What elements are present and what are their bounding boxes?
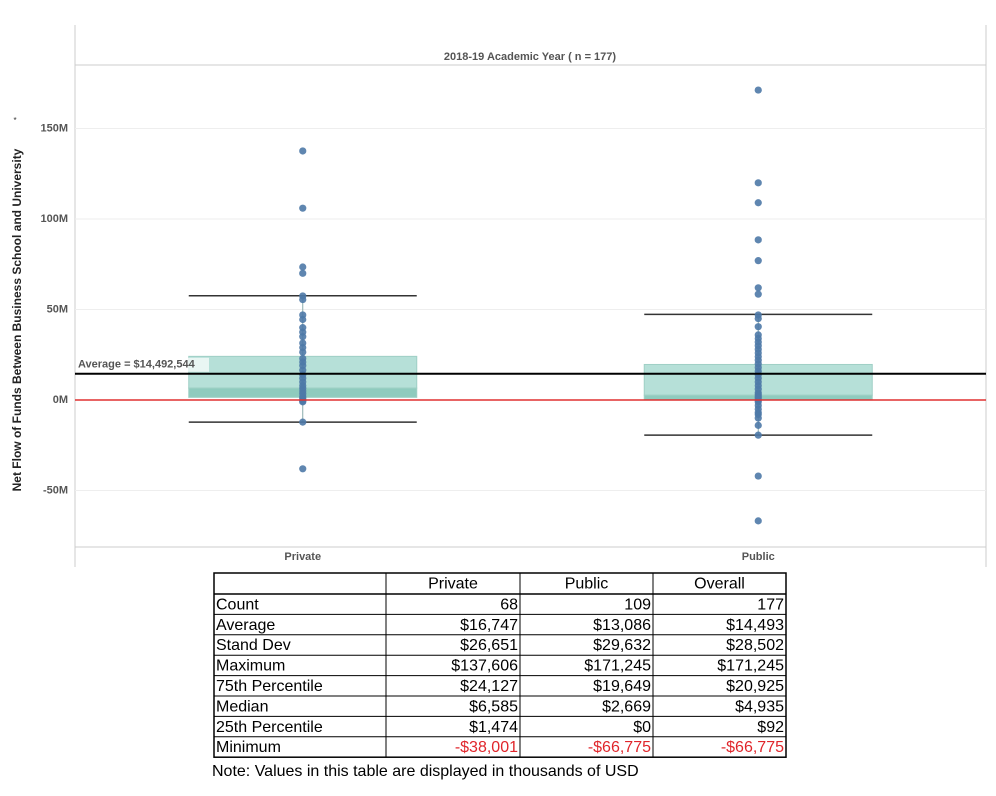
- table-cell: $28,502: [726, 637, 784, 654]
- table-row-label: Maximum: [216, 658, 285, 675]
- table-cell: 109: [624, 596, 651, 613]
- table-cell: $171,245: [717, 658, 784, 675]
- y-tick-label: 0M: [53, 394, 68, 406]
- point: [754, 290, 762, 298]
- point: [299, 333, 307, 341]
- table-cell: $16,747: [460, 617, 518, 634]
- average-label: Average = $14,492,544: [78, 359, 196, 371]
- table-cell: -$66,775: [588, 739, 651, 756]
- table-cell: $20,925: [726, 678, 784, 695]
- table-cell: -$66,775: [721, 739, 784, 756]
- table-cell: 177: [757, 596, 784, 613]
- y-note: *: [13, 116, 16, 125]
- table-header: Public: [565, 576, 609, 593]
- table-cell: $137,606: [451, 658, 518, 675]
- table-cell: $13,086: [593, 617, 651, 634]
- table-cell: $6,585: [469, 698, 518, 715]
- y-tick-label: 50M: [47, 303, 68, 315]
- point: [754, 414, 762, 422]
- table-cell: $24,127: [460, 678, 518, 695]
- table-cell: $26,651: [460, 637, 518, 654]
- table-cell: $1,474: [469, 719, 518, 736]
- y-axis-label: Net Flow of Funds Between Business Schoo…: [10, 148, 24, 491]
- table-cell: $92: [757, 719, 784, 736]
- table-cell: -$38,001: [455, 739, 518, 756]
- table-row-label: 75th Percentile: [216, 678, 323, 695]
- point: [299, 204, 307, 212]
- point: [299, 348, 307, 356]
- table-cell: $4,935: [735, 698, 784, 715]
- table-cell: 68: [500, 596, 518, 613]
- table-row-label: Median: [216, 698, 268, 715]
- point: [754, 323, 762, 331]
- table-cell: $0: [633, 719, 651, 736]
- table-cell: $19,649: [593, 678, 651, 695]
- point: [754, 199, 762, 207]
- point: [754, 421, 762, 429]
- y-tick-label: 100M: [40, 213, 68, 225]
- point: [754, 517, 762, 525]
- chart-title: 2018-19 Academic Year ( n = 177): [444, 51, 616, 63]
- y-tick-label: 150M: [40, 122, 68, 134]
- point: [754, 86, 762, 94]
- table-row-label: Average: [216, 617, 275, 634]
- point: [754, 431, 762, 439]
- table-cell: $29,632: [593, 637, 651, 654]
- table-row-label: Stand Dev: [216, 637, 291, 654]
- table-row-label: Minimum: [216, 739, 281, 756]
- point: [299, 465, 307, 473]
- point: [754, 314, 762, 323]
- table-row-label: 25th Percentile: [216, 719, 323, 736]
- table-header: Overall: [694, 576, 745, 593]
- table-border: [213, 572, 787, 758]
- average-label-bg: [77, 357, 209, 372]
- point: [299, 269, 307, 277]
- x-tick-label: Private: [284, 551, 321, 563]
- x-tick-label: Public: [742, 551, 775, 563]
- table-note: Note: Values in this table are displayed…: [212, 763, 639, 780]
- point: [754, 472, 762, 480]
- point: [754, 179, 762, 187]
- point: [299, 295, 307, 304]
- point: [299, 315, 307, 324]
- y-tick-label: -50M: [43, 484, 68, 496]
- point: [754, 257, 762, 265]
- point: [299, 263, 307, 271]
- point: [754, 236, 762, 244]
- point: [299, 147, 307, 155]
- point: [754, 284, 762, 292]
- point: [299, 418, 307, 426]
- table-row-label: Count: [216, 596, 259, 613]
- table-cell: $171,245: [584, 658, 651, 675]
- table-header: Private: [428, 576, 478, 593]
- table-cell: $14,493: [726, 617, 784, 634]
- table-cell: $2,669: [602, 698, 651, 715]
